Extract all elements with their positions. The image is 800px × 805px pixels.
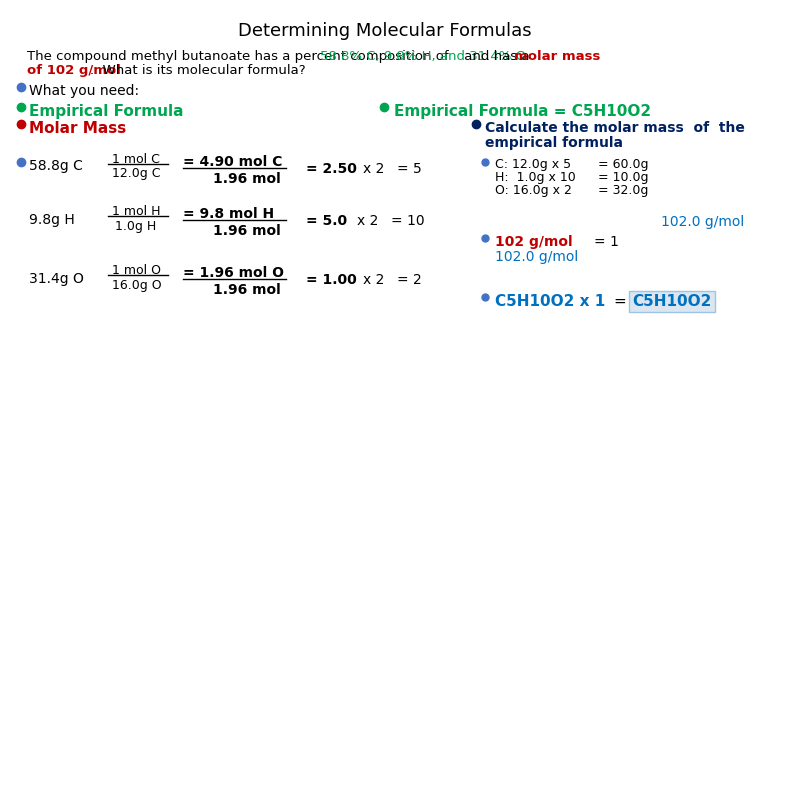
- Text: = 32.0g: = 32.0g: [598, 184, 648, 197]
- Text: = 5.0: = 5.0: [306, 214, 346, 228]
- Text: 1 mol O: 1 mol O: [113, 264, 162, 277]
- Text: empirical formula: empirical formula: [486, 136, 623, 150]
- Text: O: 16.0g x 2: O: 16.0g x 2: [495, 184, 572, 197]
- Text: 9.8g H: 9.8g H: [29, 213, 74, 227]
- Text: 1.96 mol: 1.96 mol: [214, 224, 281, 238]
- Text: x 2: x 2: [363, 162, 385, 176]
- Text: 58.8% C, 9.8% H, and 31.4% O: 58.8% C, 9.8% H, and 31.4% O: [321, 50, 526, 63]
- Text: What you need:: What you need:: [29, 84, 139, 98]
- Text: = 1.96 mol O: = 1.96 mol O: [182, 266, 283, 280]
- Text: Empirical Formula: Empirical Formula: [29, 104, 183, 119]
- Text: H:  1.0g x 10: H: 1.0g x 10: [495, 171, 576, 184]
- Text: C: 12.0g x 5: C: 12.0g x 5: [495, 158, 571, 171]
- Text: 16.0g O: 16.0g O: [113, 279, 162, 292]
- Text: .  What is its molecular formula?: . What is its molecular formula?: [90, 64, 306, 77]
- Text: and has a: and has a: [460, 50, 534, 63]
- Text: molar mass: molar mass: [514, 50, 601, 63]
- Text: 102 g/mol: 102 g/mol: [495, 235, 573, 249]
- Text: Molar Mass: Molar Mass: [29, 121, 126, 136]
- Text: 1 mol H: 1 mol H: [113, 205, 161, 218]
- Text: 12.0g C: 12.0g C: [113, 167, 161, 180]
- Text: 1.96 mol: 1.96 mol: [214, 172, 281, 186]
- Text: C5H10O2 x 1: C5H10O2 x 1: [495, 294, 605, 309]
- Text: =: =: [613, 294, 626, 309]
- Text: 58.8g C: 58.8g C: [29, 159, 82, 173]
- Text: 1.96 mol: 1.96 mol: [214, 283, 281, 297]
- Text: Calculate the molar mass  of  the: Calculate the molar mass of the: [486, 121, 745, 135]
- Text: C5H10O2: C5H10O2: [632, 294, 712, 309]
- Text: = 2.50: = 2.50: [306, 162, 357, 176]
- Text: 1 mol C: 1 mol C: [113, 153, 160, 166]
- Text: = 10: = 10: [391, 214, 425, 228]
- Text: x 2: x 2: [358, 214, 379, 228]
- Text: 1.0g H: 1.0g H: [115, 220, 157, 233]
- Text: = 9.8 mol H: = 9.8 mol H: [182, 207, 274, 221]
- Text: = 1.00: = 1.00: [306, 273, 356, 287]
- Text: = 2: = 2: [397, 273, 422, 287]
- Text: 102.0 g/mol: 102.0 g/mol: [495, 250, 578, 264]
- Text: = 5: = 5: [397, 162, 422, 176]
- Text: = 1: = 1: [594, 235, 618, 249]
- Text: 31.4g O: 31.4g O: [29, 272, 84, 286]
- Text: The compound methyl butanoate has a percent composition of: The compound methyl butanoate has a perc…: [27, 50, 453, 63]
- Text: Empirical Formula = C5H10O2: Empirical Formula = C5H10O2: [394, 104, 651, 119]
- Text: Determining Molecular Formulas: Determining Molecular Formulas: [238, 22, 531, 40]
- Text: = 4.90 mol C: = 4.90 mol C: [182, 155, 282, 169]
- Text: of 102 g/mol: of 102 g/mol: [27, 64, 121, 77]
- Text: = 60.0g: = 60.0g: [598, 158, 648, 171]
- Text: 102.0 g/mol: 102.0 g/mol: [661, 215, 744, 229]
- Text: x 2: x 2: [363, 273, 385, 287]
- Text: = 10.0g: = 10.0g: [598, 171, 648, 184]
